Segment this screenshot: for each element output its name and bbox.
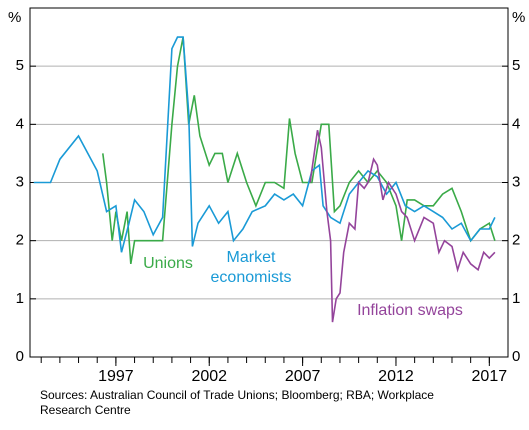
series-label: Unions [143,255,193,272]
y2-tick-label: 1 [512,290,520,307]
y2-tick-label: 2 [512,232,520,249]
y-tick-label: 1 [16,290,24,307]
source-note: Sources: Australian Council of Trade Uni… [40,388,434,417]
x-tick-label: 2007 [285,368,321,385]
series-label: Inflation swaps [357,302,463,319]
y-tick-label: 5 [16,57,24,74]
x-tick-label: 2002 [191,368,227,385]
y-tick-label: 4 [16,115,24,132]
x-tick-label: 2017 [472,368,508,385]
y2-tick-label: 0 [512,348,520,365]
x-tick-label: 1997 [98,368,134,385]
y2-tick-label: 3 [512,173,520,190]
y-unit: % [8,9,21,26]
y2-tick-label: 5 [512,57,520,74]
series-line [309,130,496,323]
x-tick-label: 2012 [378,368,414,385]
y-tick-label: 2 [16,232,24,249]
series-line [102,36,496,265]
y2-tick-label: 4 [512,115,520,132]
y2-unit: % [512,9,525,26]
series-line [33,36,496,253]
y-tick-label: 0 [16,348,24,365]
plot-frame [29,7,509,358]
series-label: Market economists [210,249,292,286]
y-tick-label: 3 [16,173,24,190]
